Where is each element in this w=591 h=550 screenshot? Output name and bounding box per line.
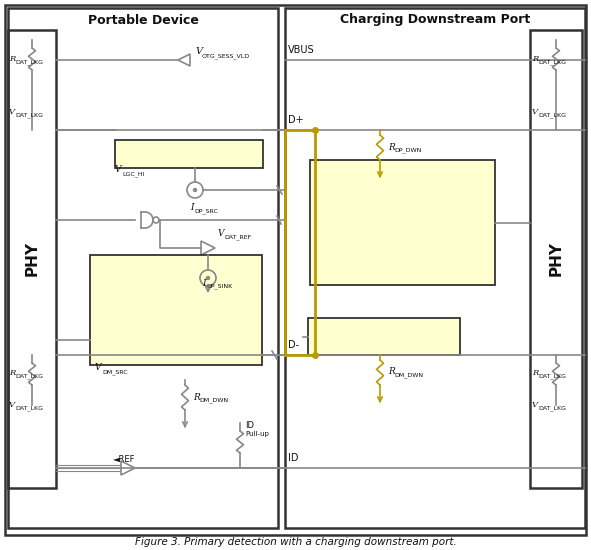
Bar	[530, 30, 582, 488]
Text: R: R	[532, 55, 538, 63]
Text: R: R	[532, 369, 538, 377]
Text: PHY: PHY	[548, 241, 563, 277]
Bar	[8, 30, 56, 488]
Text: DM_DWN: DM_DWN	[199, 397, 228, 403]
Text: ': '	[313, 160, 316, 170]
Text: DP_SINK: DP_SINK	[206, 283, 232, 289]
Text: DAT_REF: DAT_REF	[224, 234, 251, 240]
Text: Pull-up: Pull-up	[245, 431, 269, 437]
Text: V: V	[196, 47, 203, 56]
Bar	[115, 140, 263, 168]
Bar	[310, 160, 495, 285]
Text: DAT_LKG: DAT_LKG	[15, 373, 43, 379]
Text: DAT_LKG: DAT_LKG	[15, 59, 43, 65]
Text: V: V	[95, 363, 102, 372]
Text: R: R	[388, 367, 395, 377]
Text: ID: ID	[245, 421, 254, 430]
Text: LGC_HI: LGC_HI	[122, 171, 145, 177]
Text: DAT_LKG: DAT_LKG	[538, 59, 566, 65]
Text: R: R	[9, 55, 15, 63]
Text: I: I	[202, 278, 206, 288]
Text: Charging Downstream Port: Charging Downstream Port	[340, 14, 530, 26]
Bar	[90, 255, 262, 365]
Text: D-: D-	[288, 340, 299, 350]
Bar	[308, 318, 460, 355]
Text: Portable Device: Portable Device	[87, 14, 199, 26]
Text: DP_DWN: DP_DWN	[394, 147, 421, 153]
Circle shape	[206, 277, 209, 279]
Text: R: R	[388, 142, 395, 151]
Text: ◄REF: ◄REF	[113, 455, 135, 464]
Text: DM_SRC: DM_SRC	[102, 369, 128, 375]
Text: VBUS: VBUS	[288, 45, 314, 55]
Text: V: V	[532, 401, 538, 409]
Bar	[285, 8, 585, 528]
Circle shape	[193, 189, 196, 191]
Text: V: V	[218, 229, 225, 238]
Text: Figure 3. Primary detection with a charging downstream port.: Figure 3. Primary detection with a charg…	[135, 537, 457, 547]
Text: DAT_LKG: DAT_LKG	[538, 112, 566, 118]
Text: OTG_SESS_VLD: OTG_SESS_VLD	[202, 53, 250, 59]
Text: D+: D+	[288, 115, 304, 125]
Text: R: R	[9, 369, 15, 377]
Text: R: R	[193, 393, 200, 402]
Text: V: V	[9, 108, 15, 116]
Text: DAT_LKG: DAT_LKG	[538, 405, 566, 411]
Text: V: V	[532, 108, 538, 116]
Text: DAT_LKG: DAT_LKG	[15, 405, 43, 411]
Text: PHY: PHY	[24, 241, 40, 277]
Text: V: V	[9, 401, 15, 409]
Text: DP_SRC: DP_SRC	[194, 208, 218, 214]
Bar	[8, 8, 278, 528]
Text: DM_DWN: DM_DWN	[394, 372, 423, 378]
Text: V: V	[115, 165, 122, 174]
Text: I: I	[190, 204, 193, 212]
Text: DAT_LKG: DAT_LKG	[15, 112, 43, 118]
Text: DAT_LKG: DAT_LKG	[538, 373, 566, 379]
Text: ID: ID	[288, 453, 298, 463]
